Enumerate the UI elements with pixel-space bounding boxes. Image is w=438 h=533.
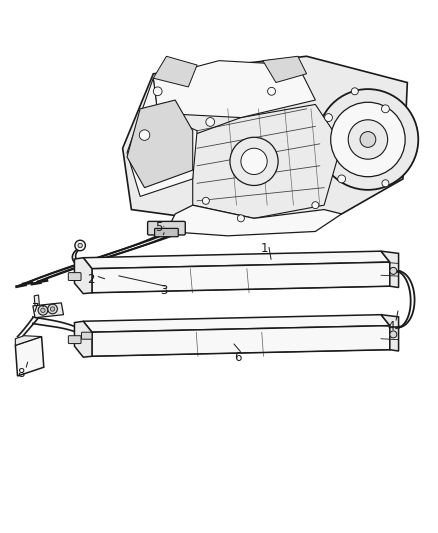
Circle shape bbox=[382, 180, 389, 187]
Circle shape bbox=[230, 138, 278, 185]
Polygon shape bbox=[34, 295, 39, 306]
Circle shape bbox=[351, 88, 358, 95]
Circle shape bbox=[241, 148, 267, 174]
FancyBboxPatch shape bbox=[68, 273, 81, 280]
Polygon shape bbox=[92, 262, 390, 293]
Circle shape bbox=[318, 89, 418, 190]
Polygon shape bbox=[92, 326, 390, 356]
Polygon shape bbox=[263, 56, 307, 83]
Circle shape bbox=[331, 102, 405, 177]
Polygon shape bbox=[33, 303, 64, 318]
Circle shape bbox=[153, 87, 162, 96]
Polygon shape bbox=[193, 104, 342, 219]
Polygon shape bbox=[74, 321, 92, 357]
Circle shape bbox=[268, 87, 276, 95]
Circle shape bbox=[237, 215, 244, 222]
Circle shape bbox=[41, 308, 45, 312]
Circle shape bbox=[338, 175, 346, 183]
Polygon shape bbox=[74, 258, 92, 294]
Circle shape bbox=[75, 240, 85, 251]
Circle shape bbox=[38, 305, 48, 315]
Polygon shape bbox=[127, 78, 197, 197]
Circle shape bbox=[360, 132, 376, 147]
FancyBboxPatch shape bbox=[68, 336, 81, 344]
Polygon shape bbox=[381, 314, 399, 351]
FancyBboxPatch shape bbox=[155, 229, 178, 237]
Polygon shape bbox=[83, 314, 390, 332]
Text: 8: 8 bbox=[18, 367, 25, 380]
Circle shape bbox=[206, 118, 215, 126]
Text: 5: 5 bbox=[155, 221, 163, 234]
FancyBboxPatch shape bbox=[81, 332, 92, 339]
Circle shape bbox=[202, 197, 209, 204]
Polygon shape bbox=[83, 251, 390, 269]
Polygon shape bbox=[123, 56, 407, 223]
Circle shape bbox=[50, 307, 55, 311]
Text: 4: 4 bbox=[388, 320, 395, 333]
Circle shape bbox=[348, 120, 388, 159]
Text: 2: 2 bbox=[88, 273, 95, 286]
FancyBboxPatch shape bbox=[148, 221, 185, 235]
Polygon shape bbox=[153, 56, 197, 87]
Polygon shape bbox=[15, 336, 44, 376]
Circle shape bbox=[78, 243, 82, 248]
Circle shape bbox=[312, 201, 319, 209]
Circle shape bbox=[381, 105, 389, 113]
Circle shape bbox=[325, 114, 332, 122]
Polygon shape bbox=[127, 100, 193, 188]
Circle shape bbox=[390, 331, 397, 338]
Circle shape bbox=[139, 130, 150, 140]
Polygon shape bbox=[166, 205, 342, 236]
Circle shape bbox=[48, 304, 57, 314]
Polygon shape bbox=[153, 61, 315, 118]
Polygon shape bbox=[15, 336, 42, 345]
Text: 3: 3 bbox=[160, 284, 167, 297]
Polygon shape bbox=[381, 251, 399, 287]
Text: 1: 1 bbox=[261, 242, 268, 255]
Circle shape bbox=[390, 268, 397, 274]
Text: 6: 6 bbox=[234, 351, 242, 364]
Text: 7: 7 bbox=[32, 302, 39, 314]
